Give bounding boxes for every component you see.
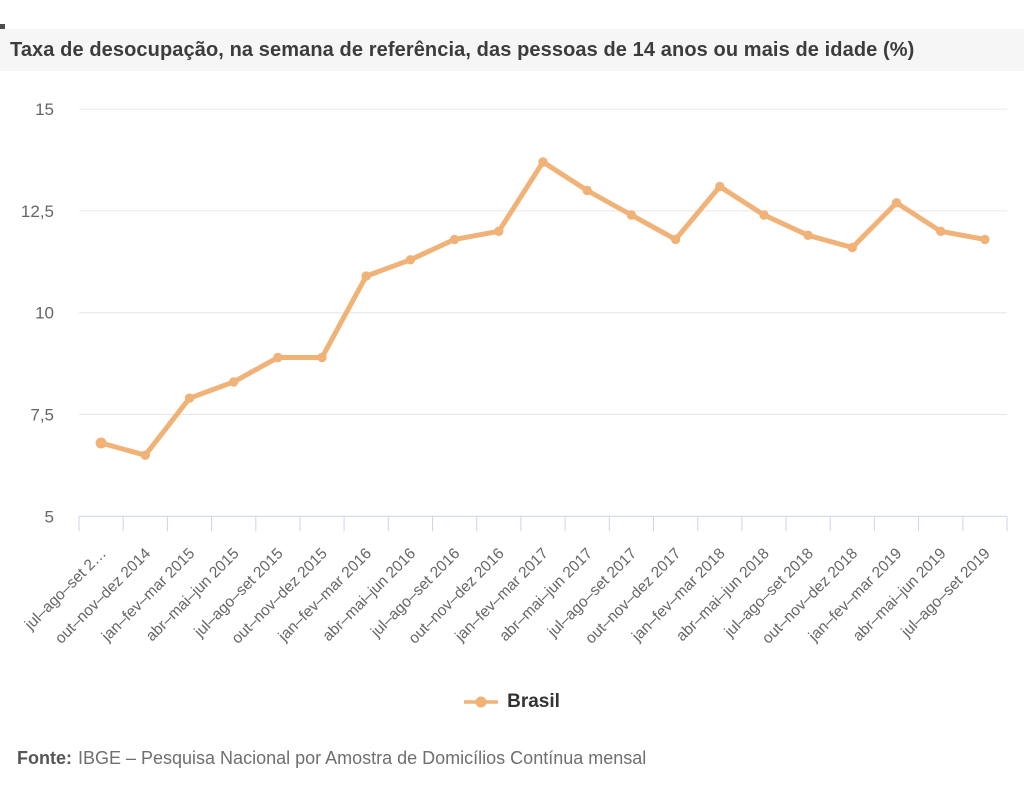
data-point[interactable] — [891, 198, 902, 208]
y-axis-label: 7,5 — [30, 406, 54, 425]
data-point[interactable] — [184, 393, 195, 403]
legend-item-brasil[interactable]: Brasil — [464, 691, 560, 713]
y-axis-label: 5 — [45, 507, 54, 526]
series-line — [98, 159, 988, 458]
source-label: Fonte: — [17, 748, 72, 768]
chart-legend: Brasil — [0, 691, 1024, 713]
data-point[interactable] — [670, 234, 681, 245]
data-point[interactable] — [803, 230, 813, 240]
data-point[interactable] — [936, 226, 946, 236]
y-axis-label: 12,5 — [21, 202, 54, 221]
y-axis-label: 10 — [35, 304, 54, 323]
y-axis-label: 15 — [35, 100, 54, 119]
data-point[interactable] — [405, 255, 416, 265]
data-point[interactable] — [626, 210, 637, 220]
source-footer: Fonte: IBGE – Pesquisa Nacional por Amost… — [17, 748, 646, 769]
data-point[interactable] — [229, 377, 239, 387]
legend-label: Brasil — [507, 691, 560, 712]
data-point[interactable] — [715, 181, 725, 192]
legend-dot-icon — [475, 696, 487, 708]
data-point[interactable] — [140, 450, 150, 460]
chart-title-bar: Taxa de desocupação, na semana de referê… — [0, 29, 1024, 71]
screen-corner-artifact — [0, 24, 5, 29]
chart-title: Taxa de desocupação, na semana de referê… — [10, 38, 915, 61]
data-point[interactable] — [449, 234, 460, 245]
legend-series-marker-icon — [464, 696, 499, 708]
data-point[interactable] — [361, 271, 371, 281]
data-point[interactable] — [980, 234, 990, 245]
data-point[interactable] — [317, 352, 327, 363]
data-point[interactable] — [759, 210, 769, 220]
data-point[interactable] — [847, 242, 857, 253]
data-point[interactable] — [273, 352, 283, 363]
data-point[interactable] — [95, 437, 107, 449]
data-point[interactable] — [538, 157, 548, 167]
source-text: IBGE – Pesquisa Nacional por Amostra de … — [77, 748, 647, 768]
data-point[interactable] — [582, 185, 592, 196]
data-point[interactable] — [494, 226, 504, 236]
